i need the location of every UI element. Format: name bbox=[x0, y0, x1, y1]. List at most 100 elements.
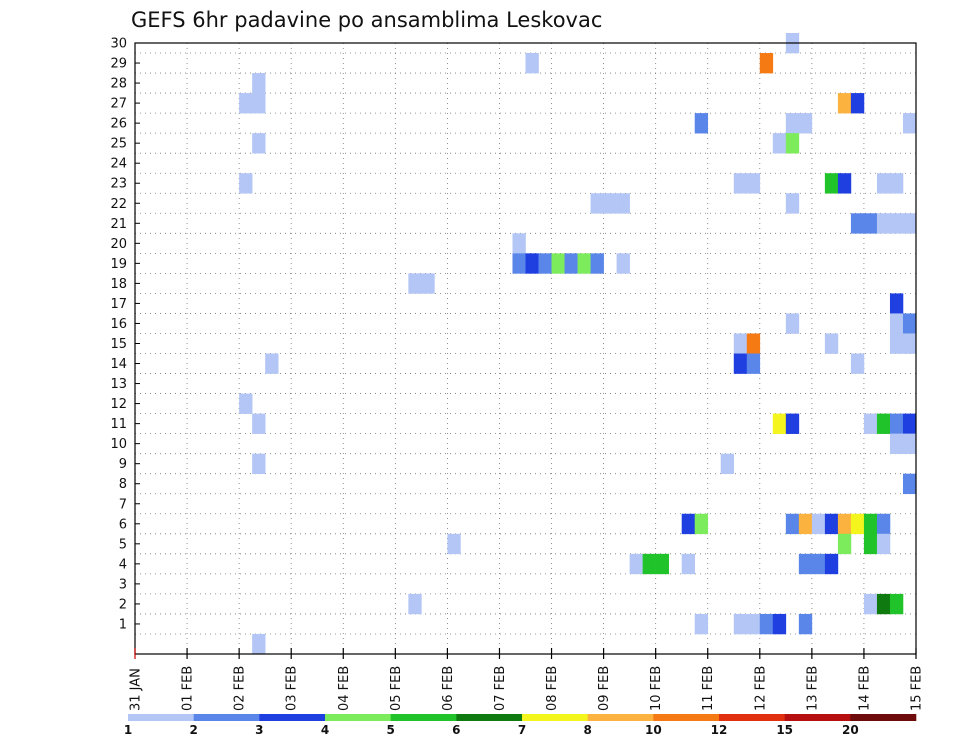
x-tick-label: 11 FEB bbox=[701, 666, 716, 711]
heatmap-cell bbox=[837, 513, 852, 535]
heatmap-cell bbox=[603, 193, 617, 214]
heatmap-cell bbox=[733, 333, 748, 354]
heatmap-cell bbox=[590, 253, 604, 274]
heatmap-cell bbox=[252, 633, 266, 655]
x-tick-label: 15 FEB bbox=[910, 666, 925, 711]
y-tick-label: 27 bbox=[110, 97, 127, 112]
heatmap-cell bbox=[772, 613, 787, 635]
colorbar-label: 7 bbox=[518, 723, 526, 737]
heatmap-cell bbox=[252, 413, 266, 434]
y-tick-label: 15 bbox=[110, 337, 127, 352]
heatmap-cell bbox=[902, 333, 917, 354]
heatmap-cell bbox=[629, 553, 643, 575]
x-axis: 31 JAN 01 FEB 02 FEB 03 FEB 04 FEB 05 FEB 06 F… bbox=[129, 648, 925, 711]
heatmap-cell bbox=[902, 113, 917, 134]
plot-frame bbox=[134, 42, 917, 655]
heatmap-cell bbox=[759, 613, 774, 635]
heatmap-cell bbox=[850, 513, 865, 535]
heatmap-cell bbox=[811, 553, 826, 575]
colorbar-label: 10 bbox=[645, 723, 662, 737]
heatmap-cell bbox=[811, 513, 826, 535]
heatmap-cell bbox=[824, 513, 839, 535]
colorbar-swatch bbox=[325, 714, 391, 721]
x-tick-label: 13 FEB bbox=[805, 666, 820, 711]
colorbar-swatch bbox=[193, 714, 260, 721]
x-tick-label: 06 FEB bbox=[441, 666, 456, 711]
heatmap-cell bbox=[239, 393, 253, 414]
heatmap-cell bbox=[889, 173, 904, 194]
y-tick-label: 22 bbox=[110, 197, 127, 212]
heatmap-cell bbox=[785, 133, 800, 154]
y-axis: 1234567891011121314151617181920212223242… bbox=[110, 37, 140, 632]
colorbar-label: 12 bbox=[711, 723, 728, 737]
heatmap-cell bbox=[538, 253, 552, 274]
heatmap-cell bbox=[902, 213, 917, 234]
y-tick-label: 11 bbox=[110, 417, 127, 432]
heatmap-cell bbox=[746, 333, 761, 354]
colorbar-label: 20 bbox=[842, 723, 859, 737]
heatmap-cell bbox=[265, 353, 279, 374]
x-tick-label: 09 FEB bbox=[597, 666, 612, 711]
y-tick-label: 18 bbox=[110, 277, 127, 292]
heatmap-cell bbox=[850, 353, 865, 374]
heatmap-cell bbox=[408, 273, 422, 294]
y-tick-label: 23 bbox=[110, 177, 127, 192]
x-tick-label: 01 FEB bbox=[181, 666, 196, 711]
colorbar-swatch bbox=[128, 714, 194, 721]
x-tick-label: 12 FEB bbox=[753, 666, 768, 711]
heatmap-cell bbox=[694, 613, 709, 635]
x-tick-label: 07 FEB bbox=[493, 666, 508, 711]
heatmap-cell bbox=[863, 513, 878, 535]
heatmap-cell bbox=[525, 53, 539, 74]
heatmap-cell bbox=[551, 253, 565, 274]
heatmap-cell bbox=[902, 413, 917, 434]
heatmap-cell bbox=[863, 533, 878, 555]
colorbar-label: 8 bbox=[583, 723, 591, 737]
heatmap-cell bbox=[798, 553, 813, 575]
x-tick-label: 14 FEB bbox=[857, 666, 872, 711]
heatmap-cell bbox=[876, 533, 891, 555]
y-tick-label: 25 bbox=[110, 137, 127, 152]
heatmap-cell bbox=[889, 333, 904, 354]
heatmap-cell bbox=[590, 193, 604, 214]
colorbar-swatch bbox=[522, 714, 588, 721]
heatmap-cell bbox=[837, 173, 852, 194]
y-tick-label: 14 bbox=[110, 357, 127, 372]
heatmap-cell bbox=[876, 513, 891, 535]
colorbar-swatch bbox=[719, 714, 785, 721]
heatmap-cell bbox=[408, 593, 422, 615]
colorbar-swatch bbox=[390, 714, 457, 721]
y-tick-label: 30 bbox=[110, 37, 127, 52]
heatmap-cell bbox=[863, 413, 878, 434]
heatmap-cell bbox=[798, 113, 813, 134]
colorbar: 1 2 3 4 5 6 7 8 10 12 15 20 bbox=[124, 714, 917, 737]
heatmap-cell bbox=[824, 333, 839, 354]
heatmap-cell bbox=[252, 453, 266, 475]
y-tick-label: 16 bbox=[110, 317, 127, 332]
heatmap-cell bbox=[746, 613, 761, 635]
heatmap-cell bbox=[733, 353, 748, 374]
heatmap-cell bbox=[655, 553, 669, 575]
colorbar-swatch bbox=[587, 714, 654, 721]
heatmap-cell bbox=[252, 93, 266, 114]
y-tick-label: 3 bbox=[119, 577, 127, 592]
y-tick-label: 9 bbox=[119, 457, 127, 472]
x-tick-label: 31 JAN bbox=[129, 668, 144, 711]
y-tick-label: 20 bbox=[110, 237, 127, 252]
y-tick-label: 26 bbox=[110, 117, 127, 132]
heatmap-cell bbox=[785, 513, 800, 535]
y-tick-label: 29 bbox=[110, 57, 127, 72]
heatmap-cell bbox=[746, 353, 761, 374]
colorbar-swatch bbox=[456, 714, 523, 721]
y-tick-label: 28 bbox=[110, 77, 127, 92]
heatmap-cell bbox=[889, 413, 904, 434]
y-tick-label: 17 bbox=[110, 297, 127, 312]
heatmap-cell bbox=[876, 173, 891, 194]
colorbar-label: 1 bbox=[124, 723, 132, 737]
y-tick-label: 1 bbox=[119, 617, 127, 632]
heatmap-cell bbox=[642, 553, 656, 575]
heatmap-cell bbox=[681, 513, 696, 535]
heatmap-cell bbox=[525, 253, 539, 274]
x-tick-label: 08 FEB bbox=[545, 666, 560, 711]
heatmap-cell bbox=[902, 473, 917, 495]
